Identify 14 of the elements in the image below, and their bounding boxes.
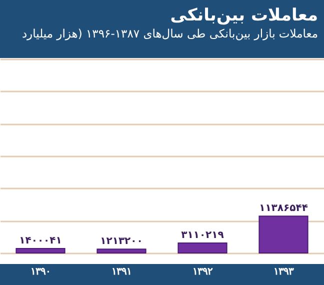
data-label: ۱۴۰۰۰۴۱ [19, 235, 62, 246]
data-label: ۱۱۳۸۶۵۴۴ [259, 203, 308, 214]
x-tick-label: ۱۳۹۲ [192, 266, 214, 278]
bar [16, 248, 66, 254]
data-label: ۳۱۱۰۲۱۹ [181, 230, 224, 241]
data-label: ۱۲۱۳۲۰۰ [100, 236, 143, 248]
x-tick-label: ۱۳۹۳ [274, 266, 294, 278]
bar [96, 248, 146, 254]
bar [178, 242, 228, 254]
x-tick-label: ۱۳۹۱ [112, 266, 132, 278]
chart-title: معاملات بین‌بانکی [170, 6, 318, 26]
x-tick-label: ۱۳۹۰ [30, 266, 50, 278]
chart-subtitle: معاملات بازار بین‌بانکی طی سال‌های ۱۳۸۷-۱۳۹۶ (هزار میلیارد [22, 26, 318, 40]
bar [258, 216, 308, 254]
